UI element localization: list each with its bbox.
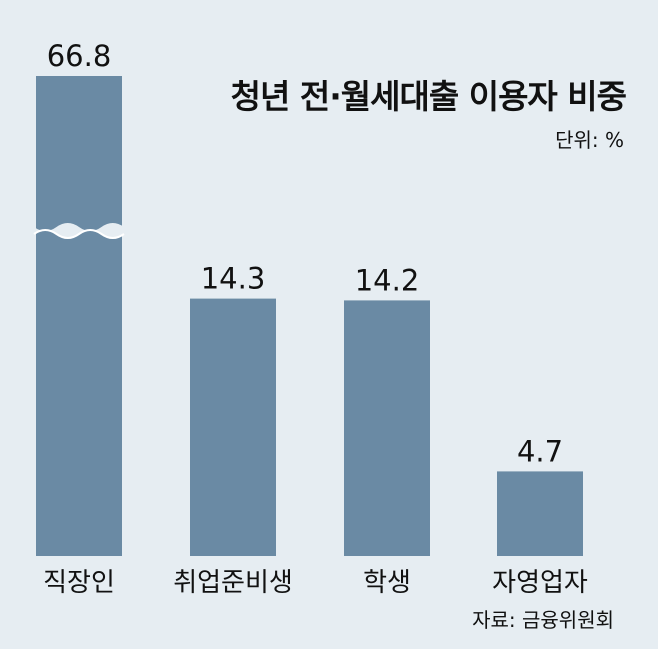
axis-break-line [33,229,125,239]
category-label-1: 직장인 [43,568,115,598]
value-label-3: 14.2 [355,263,420,297]
chart-title: 청년 전·월세대출 이용자 비중 [230,77,627,116]
category-label-3: 학생 [363,568,411,598]
bar-4 [497,471,583,556]
value-label-2: 14.3 [201,262,266,296]
axis-break-mark [34,223,124,238]
source-label: 자료: 금융위원회 [472,608,614,632]
category-label-2: 취업준비생 [173,568,293,598]
value-label-4: 4.7 [517,434,563,468]
category-label-4: 자영업자 [492,568,588,598]
bar-1 [36,76,122,556]
bar-3 [344,300,430,556]
value-label-1: 66.8 [47,39,112,73]
bar-2 [190,298,276,556]
unit-label: 단위: % [555,128,624,152]
